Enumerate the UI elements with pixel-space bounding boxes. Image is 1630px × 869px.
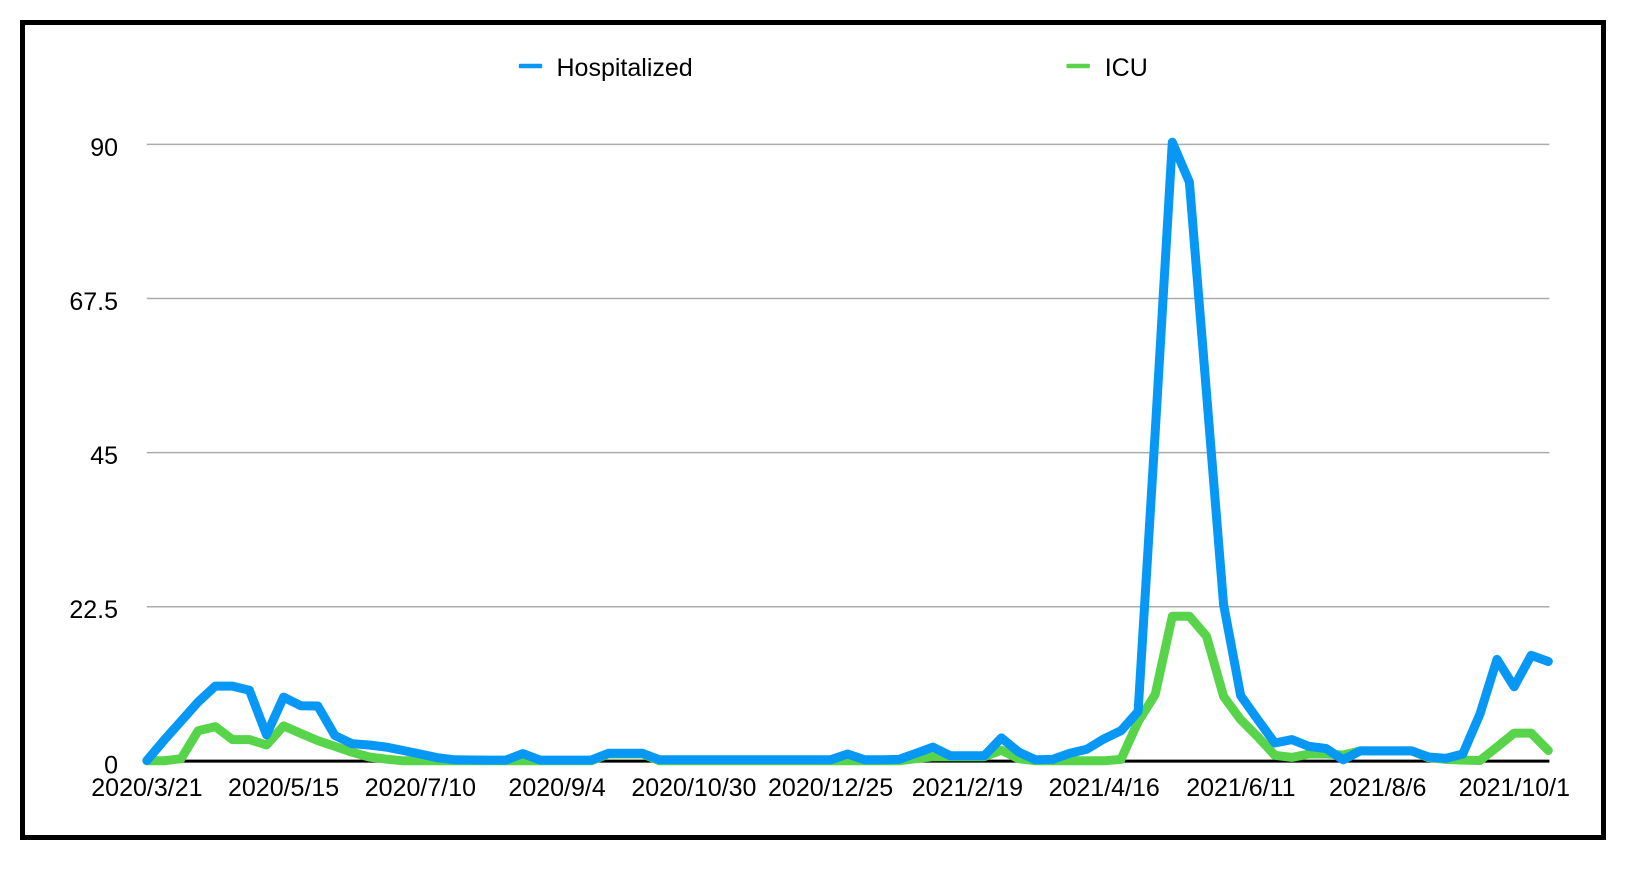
svg-text:22.5: 22.5 bbox=[69, 596, 118, 624]
svg-text:0: 0 bbox=[104, 751, 118, 779]
svg-text:2021/2/19: 2021/2/19 bbox=[912, 774, 1023, 802]
svg-text:2020/12/25: 2020/12/25 bbox=[768, 774, 893, 802]
svg-text:45: 45 bbox=[90, 442, 118, 470]
svg-text:Hospitalized: Hospitalized bbox=[557, 54, 693, 82]
svg-text:2021/10/1: 2021/10/1 bbox=[1459, 774, 1570, 802]
svg-text:2020/3/21: 2020/3/21 bbox=[91, 774, 202, 802]
svg-text:2021/4/16: 2021/4/16 bbox=[1049, 774, 1160, 802]
svg-text:90: 90 bbox=[90, 134, 118, 162]
svg-text:ICU: ICU bbox=[1105, 54, 1148, 82]
svg-text:2021/8/6: 2021/8/6 bbox=[1329, 774, 1426, 802]
svg-text:2020/5/15: 2020/5/15 bbox=[228, 774, 339, 802]
svg-text:2020/7/10: 2020/7/10 bbox=[365, 774, 476, 802]
svg-text:2020/9/4: 2020/9/4 bbox=[508, 774, 605, 802]
svg-text:2020/10/30: 2020/10/30 bbox=[631, 774, 756, 802]
svg-text:2021/6/11: 2021/6/11 bbox=[1186, 774, 1295, 802]
svg-text:67.5: 67.5 bbox=[69, 288, 118, 316]
